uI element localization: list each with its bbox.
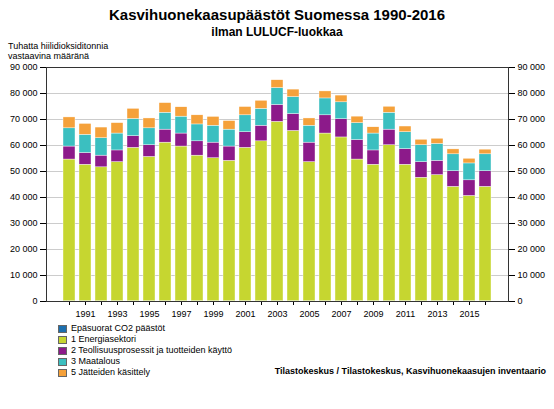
svg-text:60 000: 60 000 bbox=[10, 140, 38, 150]
html-text:3 Maatalous: 3 Maatalous bbox=[71, 356, 120, 366]
svg-text:90 000: 90 000 bbox=[518, 62, 546, 72]
svg-text:40 000: 40 000 bbox=[10, 192, 38, 202]
svg-text:10 000: 10 000 bbox=[518, 270, 546, 280]
html-text:Tuhatta hiilidioksiditonnia va: Tuhatta hiilidioksiditonnia vastaavina m… bbox=[8, 41, 109, 61]
svg-text:80 000: 80 000 bbox=[10, 88, 38, 98]
svg-text:80 000: 80 000 bbox=[518, 88, 546, 98]
svg-text:30 000: 30 000 bbox=[10, 218, 38, 228]
svg-text:50 000: 50 000 bbox=[518, 166, 546, 176]
svg-text:2013: 2013 bbox=[427, 309, 447, 319]
svg-text:40 000: 40 000 bbox=[518, 192, 546, 202]
svg-text:1993: 1993 bbox=[107, 309, 127, 319]
svg-text:1997: 1997 bbox=[171, 309, 191, 319]
html-text:5 Jätteiden käsittely: 5 Jätteiden käsittely bbox=[71, 367, 150, 377]
svg-text:50 000: 50 000 bbox=[10, 166, 38, 176]
html-text:Kasvihuonekaasupäästöt Suomess: Kasvihuonekaasupäästöt Suomessa 1990-201… bbox=[109, 6, 445, 23]
html-text:1 Energiasektori: 1 Energiasektori bbox=[71, 334, 136, 344]
svg-text:2003: 2003 bbox=[267, 309, 287, 319]
svg-text:90 000: 90 000 bbox=[10, 62, 38, 72]
html-text:ilman LULUCF-luokkaa: ilman LULUCF-luokkaa bbox=[211, 25, 343, 39]
svg-text:60 000: 60 000 bbox=[518, 140, 546, 150]
svg-text:2015: 2015 bbox=[459, 309, 479, 319]
svg-text:2009: 2009 bbox=[363, 309, 383, 319]
svg-text:0: 0 bbox=[518, 296, 523, 306]
svg-text:30 000: 30 000 bbox=[518, 218, 546, 228]
svg-text:20 000: 20 000 bbox=[10, 244, 38, 254]
svg-text:1999: 1999 bbox=[203, 309, 223, 319]
html-text:2 Teollisuusprosessit ja tuott: 2 Teollisuusprosessit ja tuotteiden käyt… bbox=[71, 345, 232, 355]
svg-text:0: 0 bbox=[32, 296, 37, 306]
svg-text:2011: 2011 bbox=[396, 309, 415, 319]
html-text:Epäsuorat CO2 päästöt: Epäsuorat CO2 päästöt bbox=[71, 323, 166, 333]
svg-text:70 000: 70 000 bbox=[518, 114, 546, 124]
html-text:Tilastokeskus / Tilastokeskus,: Tilastokeskus / Tilastokeskus, Kasvihuon… bbox=[274, 366, 546, 376]
svg-text:2005: 2005 bbox=[299, 309, 319, 319]
svg-text:2007: 2007 bbox=[331, 309, 351, 319]
svg-text:1991: 1991 bbox=[75, 309, 95, 319]
svg-text:70 000: 70 000 bbox=[10, 114, 38, 124]
svg-text:10 000: 10 000 bbox=[10, 270, 38, 280]
svg-text:1995: 1995 bbox=[139, 309, 159, 319]
svg-text:20 000: 20 000 bbox=[518, 244, 546, 254]
svg-text:2001: 2001 bbox=[235, 309, 255, 319]
